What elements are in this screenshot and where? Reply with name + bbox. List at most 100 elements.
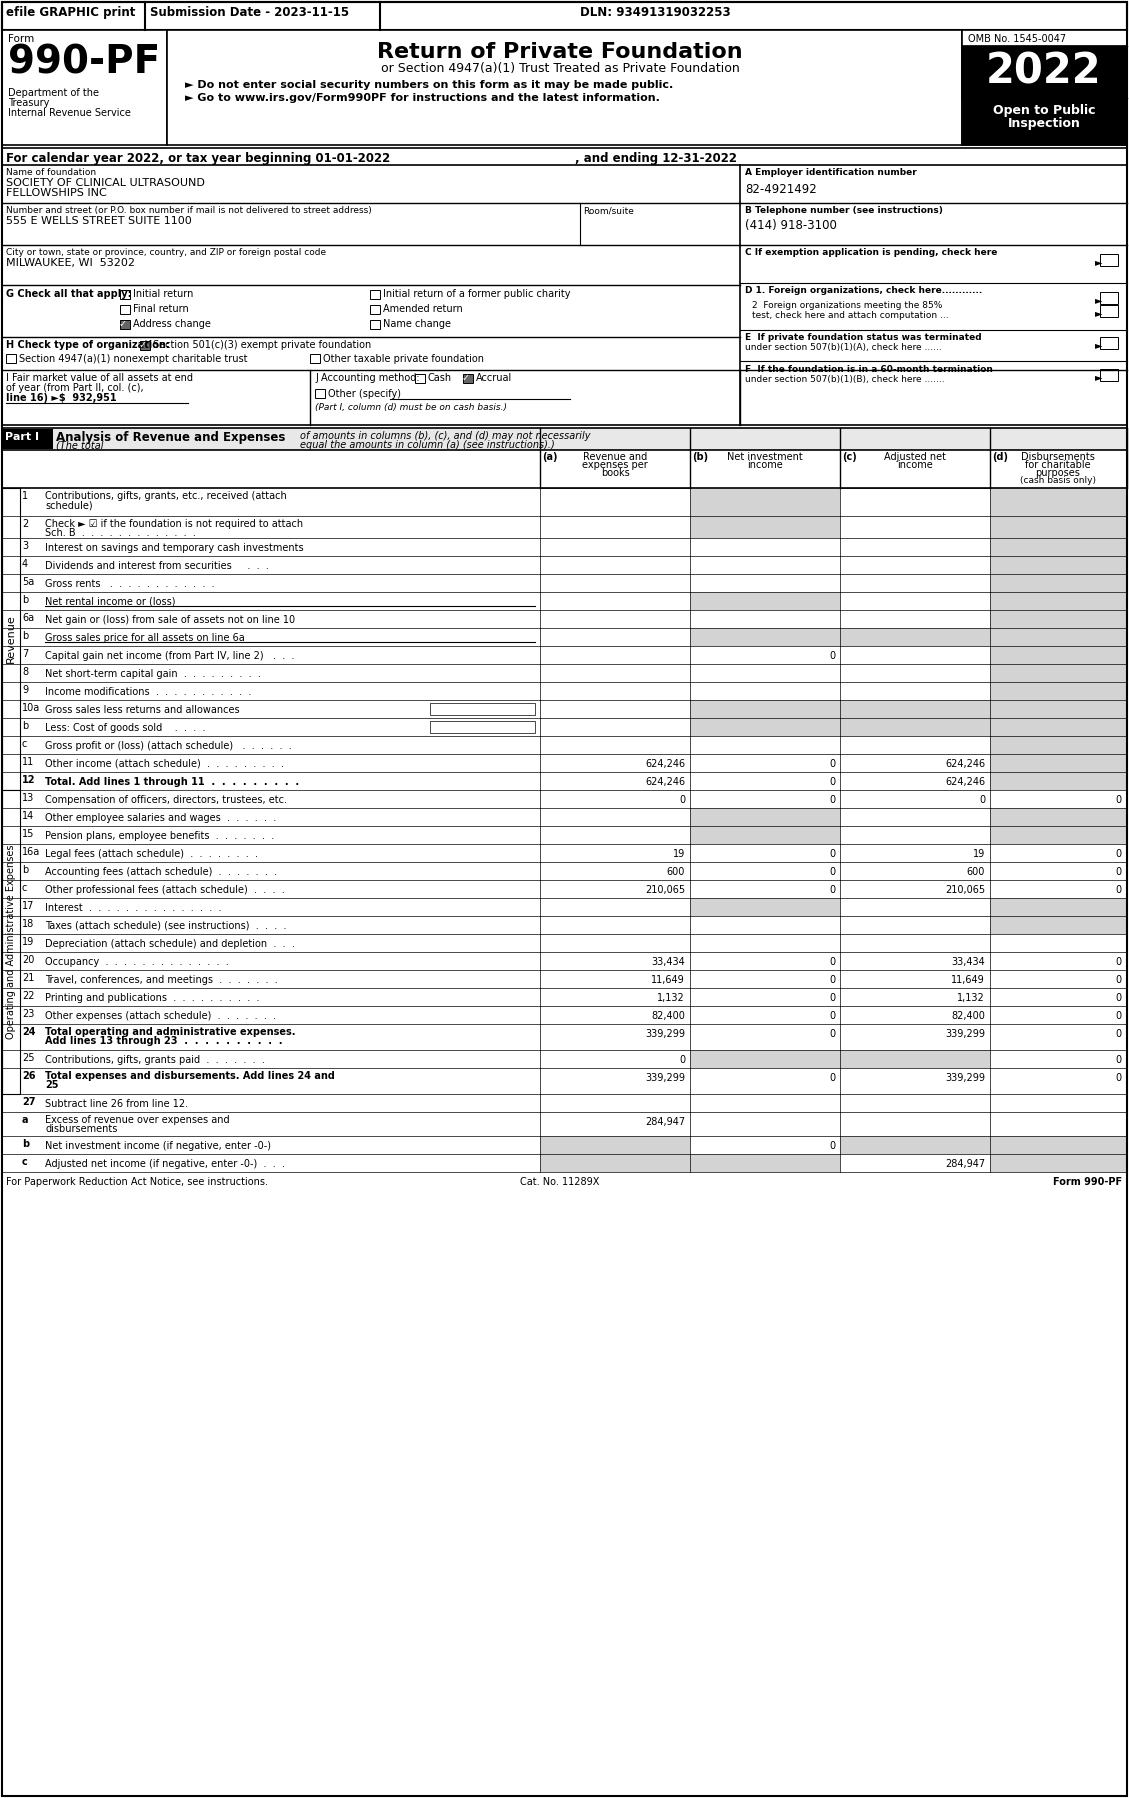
- Bar: [167, 31, 962, 146]
- Bar: [1100, 336, 1118, 349]
- Text: 26: 26: [21, 1072, 35, 1081]
- Bar: [990, 735, 1127, 753]
- Text: F  If the foundation is in a 60-month termination: F If the foundation is in a 60-month ter…: [745, 365, 992, 374]
- Bar: [990, 592, 1127, 610]
- Text: ► Do not enter social security numbers on this form as it may be made public.: ► Do not enter social security numbers o…: [185, 79, 673, 90]
- Bar: [120, 289, 130, 298]
- Text: Accrual: Accrual: [476, 372, 513, 383]
- Bar: [1100, 369, 1118, 381]
- Text: Printing and publications  .  .  .  .  .  .  .  .  .  .: Printing and publications . . . . . . . …: [45, 992, 260, 1003]
- Text: 19: 19: [21, 937, 34, 948]
- Text: 11,649: 11,649: [651, 975, 685, 985]
- Text: 0: 0: [829, 849, 835, 859]
- Bar: [990, 915, 1127, 933]
- Text: Net investment: Net investment: [727, 451, 803, 462]
- Text: Dividends and interest from securities     .  .  .: Dividends and interest from securities .…: [45, 561, 269, 572]
- Bar: [990, 450, 1127, 487]
- Bar: [1100, 254, 1118, 266]
- Bar: [990, 771, 1127, 789]
- Text: Contributions, gifts, grants, etc., received (attach: Contributions, gifts, grants, etc., rece…: [45, 491, 287, 502]
- Text: Initial return of a former public charity: Initial return of a former public charit…: [383, 289, 570, 298]
- Bar: [690, 807, 840, 825]
- Text: Form: Form: [8, 34, 34, 43]
- Text: (Part I, column (d) must be on cash basis.): (Part I, column (d) must be on cash basi…: [315, 403, 507, 412]
- Bar: [690, 1050, 840, 1068]
- Bar: [415, 374, 425, 383]
- Text: 11: 11: [21, 757, 34, 768]
- Text: Total. Add lines 1 through 11  .  .  .  .  .  .  .  .  .: Total. Add lines 1 through 11 . . . . . …: [45, 777, 299, 788]
- Text: Return of Private Foundation: Return of Private Foundation: [377, 41, 743, 61]
- Text: Net investment income (if negative, enter -0-): Net investment income (if negative, ente…: [45, 1142, 271, 1151]
- Bar: [840, 699, 990, 717]
- Text: 24: 24: [21, 1027, 35, 1037]
- Text: Contributions, gifts, grants paid  .  .  .  .  .  .  .: Contributions, gifts, grants paid . . . …: [45, 1055, 265, 1064]
- Text: 0: 0: [829, 651, 835, 662]
- Text: c: c: [21, 883, 27, 894]
- Text: Cash: Cash: [428, 372, 452, 383]
- Text: Other employee salaries and wages  .  .  .  .  .  .: Other employee salaries and wages . . . …: [45, 813, 277, 823]
- Bar: [690, 516, 840, 538]
- Text: 82,400: 82,400: [951, 1010, 984, 1021]
- Text: equal the amounts in column (a) (see instructions).): equal the amounts in column (a) (see ins…: [300, 441, 554, 450]
- Text: Less: Cost of goods sold    .  .  .  .: Less: Cost of goods sold . . . .: [45, 723, 205, 734]
- Text: Revenue and: Revenue and: [583, 451, 647, 462]
- Text: income: income: [747, 460, 782, 469]
- Text: Excess of revenue over expenses and: Excess of revenue over expenses and: [45, 1115, 229, 1126]
- Bar: [690, 699, 840, 717]
- Text: Capital gain net income (from Part IV, line 2)   .  .  .: Capital gain net income (from Part IV, l…: [45, 651, 295, 662]
- Text: 0: 0: [829, 957, 835, 967]
- Bar: [2, 789, 20, 1093]
- Bar: [6, 354, 16, 363]
- Text: 990-PF: 990-PF: [8, 43, 160, 83]
- Text: 0: 0: [1115, 992, 1122, 1003]
- Text: Taxes (attach schedule) (see instructions)  .  .  .  .: Taxes (attach schedule) (see instruction…: [45, 921, 287, 931]
- Text: (414) 918-3100: (414) 918-3100: [745, 219, 837, 232]
- Text: 33,434: 33,434: [952, 957, 984, 967]
- Text: 0: 0: [1115, 1028, 1122, 1039]
- Text: OMB No. 1545-0047: OMB No. 1545-0047: [968, 34, 1066, 43]
- Text: ✓: ✓: [462, 372, 470, 383]
- Text: ►: ►: [1095, 307, 1103, 318]
- Bar: [690, 592, 840, 610]
- Text: J Accounting method:: J Accounting method:: [315, 372, 420, 383]
- Text: Net short-term capital gain  .  .  .  .  .  .  .  .  .: Net short-term capital gain . . . . . . …: [45, 669, 261, 680]
- Text: Gross profit or (loss) (attach schedule)   .  .  .  .  .  .: Gross profit or (loss) (attach schedule)…: [45, 741, 291, 752]
- Text: Submission Date - 2023-11-15: Submission Date - 2023-11-15: [150, 5, 349, 20]
- Text: 2: 2: [21, 520, 28, 529]
- Text: Net gain or (loss) from sale of assets not on line 10: Net gain or (loss) from sale of assets n…: [45, 615, 295, 626]
- Text: 3: 3: [21, 541, 28, 550]
- Bar: [840, 450, 990, 487]
- Text: Accounting fees (attach schedule)  .  .  .  .  .  .  .: Accounting fees (attach schedule) . . . …: [45, 867, 277, 877]
- Text: 0: 0: [1115, 795, 1122, 806]
- Text: 82-4921492: 82-4921492: [745, 183, 816, 196]
- Text: test, check here and attach computation ...: test, check here and attach computation …: [752, 311, 948, 320]
- Text: b: b: [21, 865, 28, 876]
- Bar: [370, 306, 380, 315]
- Text: c: c: [21, 739, 27, 750]
- Bar: [990, 753, 1127, 771]
- Text: 0: 0: [1115, 849, 1122, 859]
- Bar: [990, 717, 1127, 735]
- Text: (b): (b): [692, 451, 708, 462]
- Text: ►: ►: [1095, 257, 1103, 266]
- Text: 0: 0: [829, 1142, 835, 1151]
- Bar: [540, 450, 690, 487]
- Text: A Employer identification number: A Employer identification number: [745, 167, 917, 176]
- Text: 0: 0: [1115, 1055, 1122, 1064]
- Text: line 16) ►$  932,951: line 16) ►$ 932,951: [6, 394, 116, 403]
- Text: Adjusted net income (if negative, enter -0-)  .  .  .: Adjusted net income (if negative, enter …: [45, 1160, 285, 1169]
- Text: 8: 8: [21, 667, 28, 678]
- Text: 16a: 16a: [21, 847, 41, 858]
- Text: 27: 27: [21, 1097, 35, 1108]
- Bar: [840, 1050, 990, 1068]
- Bar: [990, 807, 1127, 825]
- Text: under section 507(b)(1)(B), check here .......: under section 507(b)(1)(B), check here .…: [745, 376, 945, 385]
- Text: Revenue: Revenue: [6, 615, 16, 663]
- Text: ►: ►: [1095, 295, 1103, 306]
- Text: 9: 9: [21, 685, 28, 696]
- Text: a: a: [21, 1115, 28, 1126]
- Text: 0: 0: [829, 992, 835, 1003]
- Text: Treasury: Treasury: [8, 99, 50, 108]
- Text: ►: ►: [1095, 372, 1103, 381]
- Text: 0: 0: [829, 1073, 835, 1082]
